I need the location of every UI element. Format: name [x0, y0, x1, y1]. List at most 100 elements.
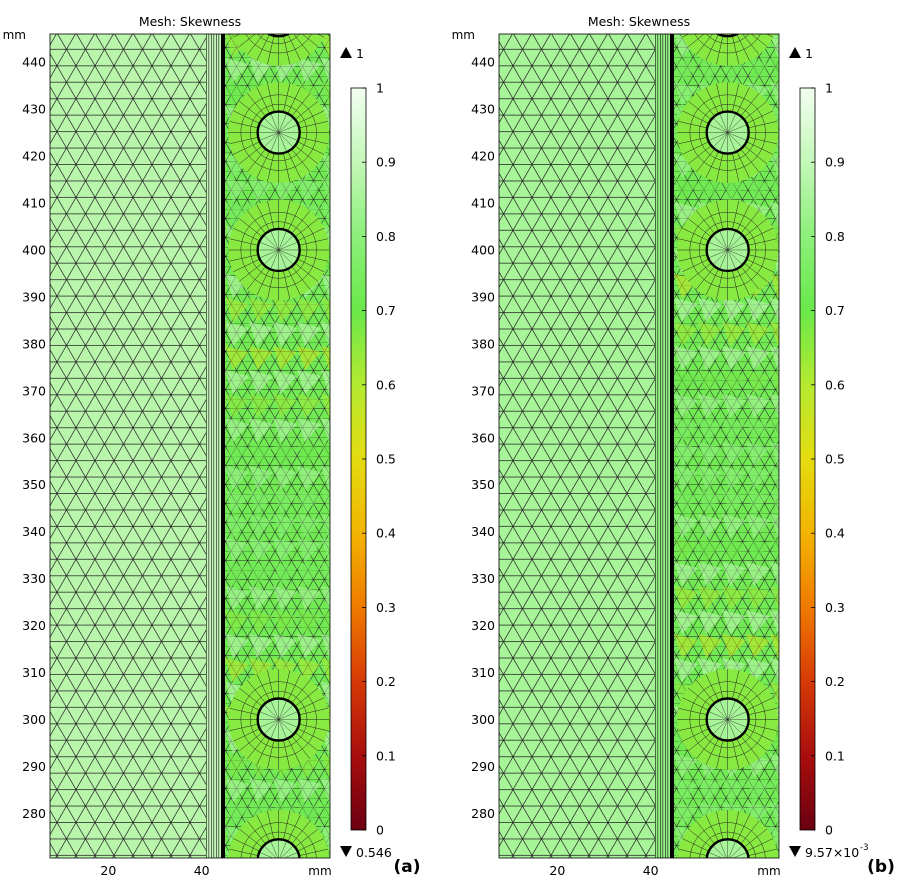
y-tick-label: 320: [471, 618, 495, 633]
hole-interior: [269, 34, 289, 37]
y-tick-label: 380: [471, 336, 495, 351]
colorbar-tick-label: 0.1: [825, 748, 845, 763]
bolt-hole: [677, 199, 779, 301]
range-max-indicator: 1: [789, 46, 813, 61]
colorbar-tick-label: 0.3: [376, 600, 396, 615]
colorbar-tick-label: 0: [825, 823, 833, 838]
y-tick-label: 420: [471, 149, 495, 164]
colorbar-tick-label: 0.1: [376, 748, 396, 763]
y-tick-label: 300: [471, 712, 495, 727]
thin-layer-lines: [655, 34, 674, 858]
range-min-indicator: 9.57×10 -3: [789, 843, 868, 860]
y-tick-label: 340: [22, 524, 46, 539]
colorbar-tick-label: 0.2: [825, 674, 845, 689]
colorbar-tick-label: 0.5: [825, 452, 845, 467]
range-max-value: 1: [356, 46, 364, 61]
y-tick-label: 290: [22, 759, 46, 774]
range-min-value: 0.546: [356, 845, 392, 860]
plot-frame: [49, 33, 331, 859]
hole-outline: [705, 697, 750, 742]
colorbar-tick-label: 0.7: [825, 303, 845, 318]
hole-outline: [705, 838, 750, 858]
y-tick-label: 360: [22, 430, 46, 445]
hole-outline: [256, 697, 301, 742]
y-tick-label: 290: [471, 759, 495, 774]
y-tick-label: 350: [471, 477, 495, 492]
colorbar-tick-label: 0.7: [376, 303, 396, 318]
thick-boundary: [221, 34, 225, 858]
y-unit-label: mm: [3, 28, 26, 42]
x-unit-label: mm: [308, 864, 331, 878]
y-tick-label: 410: [22, 196, 46, 211]
y-tick-label: 310: [471, 665, 495, 680]
colorbar-tick-label: 0.3: [825, 600, 845, 615]
x-tick-label: 20: [549, 863, 565, 878]
colorbar-tick-label: 0.8: [376, 229, 396, 244]
mesh-plot: [499, 34, 779, 858]
colorbar-tick-label: 0.9: [825, 155, 845, 170]
y-tick-label: 380: [22, 336, 46, 351]
mesh-uniform: [499, 34, 656, 858]
y-tick-label: 420: [22, 149, 46, 164]
hole-outline: [266, 34, 291, 38]
x-tick-label: 40: [643, 863, 659, 878]
y-tick-label: 300: [22, 712, 46, 727]
range-max-indicator: 1: [340, 46, 364, 61]
y-tick-label: 440: [471, 55, 495, 70]
x-unit-label: mm: [757, 864, 780, 878]
y-tick-label: 310: [22, 665, 46, 680]
bolt-hole: [677, 809, 778, 858]
panel-b: Mesh: Skewness mm 280 290 300 310 320 330 340 350…: [452, 14, 895, 878]
bolt-hole: [680, 34, 775, 66]
region-thin-layers: [655, 34, 674, 858]
mesh-uniform: [50, 34, 207, 858]
colorbar-tick-label: 0.2: [376, 674, 396, 689]
colorbar-tick-label: 0.5: [376, 452, 396, 467]
y-tick-label: 330: [471, 571, 495, 586]
region-thin-layers: [206, 34, 225, 858]
bolt-hole: [228, 82, 330, 183]
range-min-indicator: 0.546: [340, 845, 392, 860]
hole-outline: [256, 838, 301, 858]
triangle-down-icon: [340, 846, 352, 857]
y-tick-label: 280: [471, 806, 495, 821]
colorbar-tick-label: 0.6: [376, 377, 396, 392]
y-tick-label: 360: [471, 430, 495, 445]
colorbar-tick-label: 0.8: [825, 229, 845, 244]
colorbar-tick-label: 0.9: [376, 155, 396, 170]
colorbar: 0 0.1 0.2 0.3 0.4 0.5 0.6 0.7 0.8 0.9 1: [350, 81, 396, 838]
x-tick-label: 20: [100, 863, 116, 878]
y-tick-label: 390: [471, 289, 495, 304]
colorbar-tick-label: 0: [376, 823, 384, 838]
y-tick-label: 410: [471, 196, 495, 211]
y-tick-label: 280: [22, 806, 46, 821]
bolt-hole: [231, 34, 326, 66]
bolt-hole: [677, 669, 779, 770]
triangle-up-icon: [340, 47, 352, 58]
y-tick-label: 400: [22, 242, 46, 257]
bolt-hole: [228, 669, 330, 770]
hole-interior: [718, 34, 738, 37]
colorbar-tick-label: 1: [376, 81, 384, 96]
y-tick-label: 350: [22, 477, 46, 492]
y-tick-label: 370: [22, 383, 46, 398]
bolt-hole: [677, 82, 779, 183]
plot-frame: [498, 33, 780, 859]
colorbar: 0 0.1 0.2 0.3 0.4 0.5 0.6 0.7 0.8 0.9 1: [799, 81, 845, 838]
y-tick-label: 430: [22, 102, 46, 117]
y-tick-label: 340: [471, 524, 495, 539]
hole-outline: [705, 110, 750, 155]
colorbar-tick-label: 1: [825, 81, 833, 96]
hole-outline: [256, 110, 301, 155]
y-tick-label: 440: [22, 55, 46, 70]
y-tick-label: 370: [471, 383, 495, 398]
y-unit-label: mm: [452, 28, 475, 42]
range-min-exponent: -3: [860, 843, 868, 853]
y-tick-label: 430: [471, 102, 495, 117]
thin-layer-lines: [206, 34, 225, 858]
triangle-down-icon: [789, 846, 801, 857]
panel-label: (b): [867, 857, 895, 877]
colorbar-tick-label: 0.4: [376, 526, 396, 541]
panel-a: Mesh: Skewness mm 280 290 300 310 320 330 340 350…: [3, 14, 421, 878]
